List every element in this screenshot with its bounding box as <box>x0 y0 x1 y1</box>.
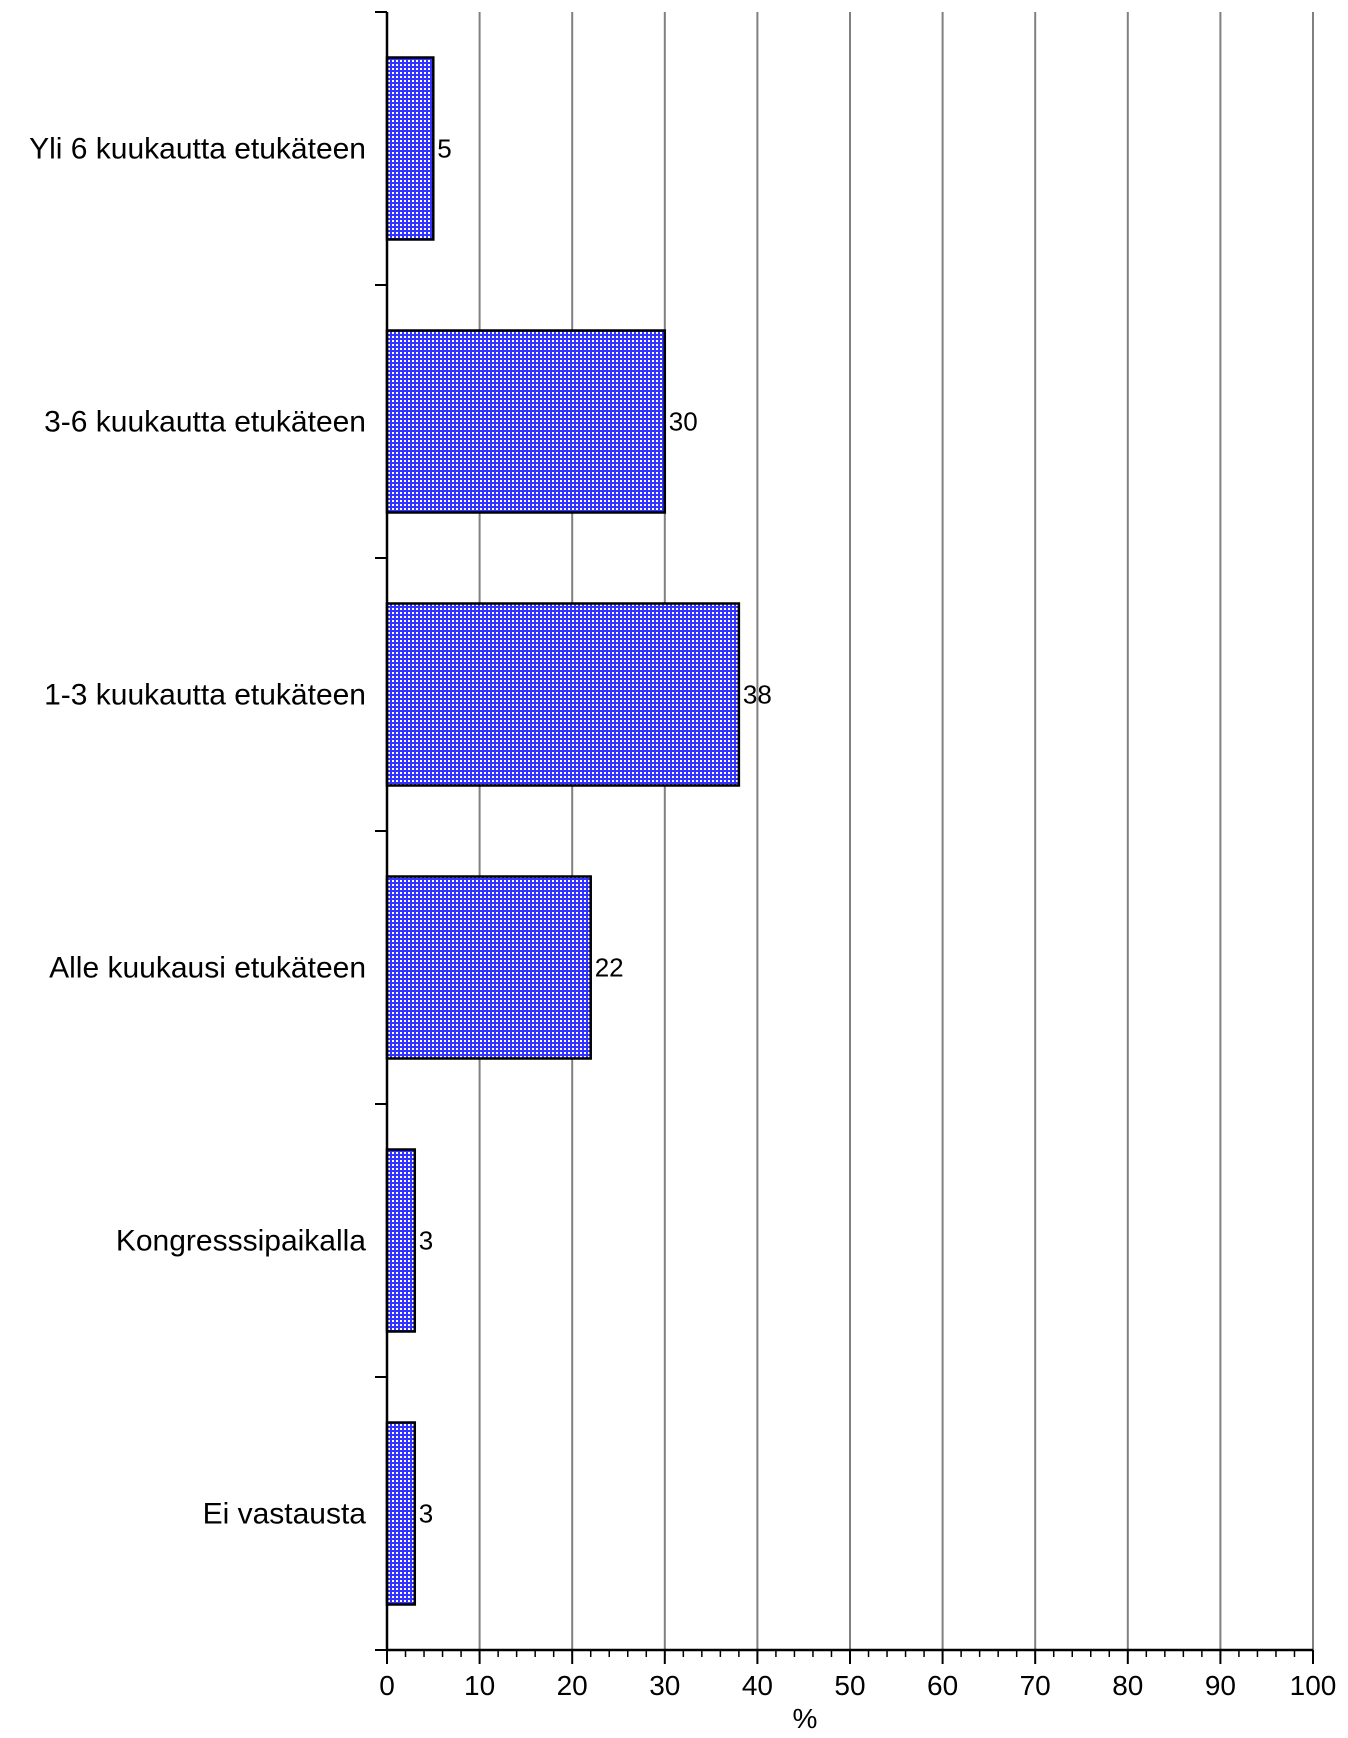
data-label: 3 <box>419 1499 433 1529</box>
x-tick-label: 0 <box>379 1670 395 1701</box>
data-label: 38 <box>743 680 772 710</box>
x-tick-label: 70 <box>1020 1670 1051 1701</box>
x-tick-label: 90 <box>1205 1670 1236 1701</box>
bar <box>385 1421 417 1606</box>
category-label: 1-3 kuukautta etukäteen <box>44 679 366 712</box>
grid-lines <box>478 12 1314 1650</box>
x-tick-label: 60 <box>927 1670 958 1701</box>
x-tick-label: 80 <box>1112 1670 1143 1701</box>
category-label: Kongresssipaikalla <box>116 1225 366 1258</box>
bar <box>385 56 435 241</box>
category-label: Yli 6 kuukautta etukäteen <box>29 133 366 166</box>
x-tick-label: 20 <box>557 1670 588 1701</box>
category-label: 3-6 kuukautta etukäteen <box>44 406 366 439</box>
bars <box>385 56 741 1606</box>
bar <box>385 602 741 787</box>
bar <box>385 875 592 1060</box>
category-label: Ei vastausta <box>203 1498 367 1531</box>
x-axis-title: % <box>793 1703 818 1734</box>
bar <box>385 329 667 514</box>
x-tick-label: 100 <box>1290 1670 1337 1701</box>
category-label: Alle kuukausi etukäteen <box>49 952 366 985</box>
data-label: 30 <box>669 407 698 437</box>
x-tick-label: 50 <box>834 1670 865 1701</box>
axes <box>375 11 1314 1664</box>
x-tick-label: 10 <box>464 1670 495 1701</box>
data-label: 5 <box>437 134 451 164</box>
bar <box>385 1148 417 1333</box>
x-tick-label: 30 <box>649 1670 680 1701</box>
x-tick-label: 40 <box>742 1670 773 1701</box>
data-label: 3 <box>419 1226 433 1256</box>
data-label: 22 <box>595 953 624 983</box>
